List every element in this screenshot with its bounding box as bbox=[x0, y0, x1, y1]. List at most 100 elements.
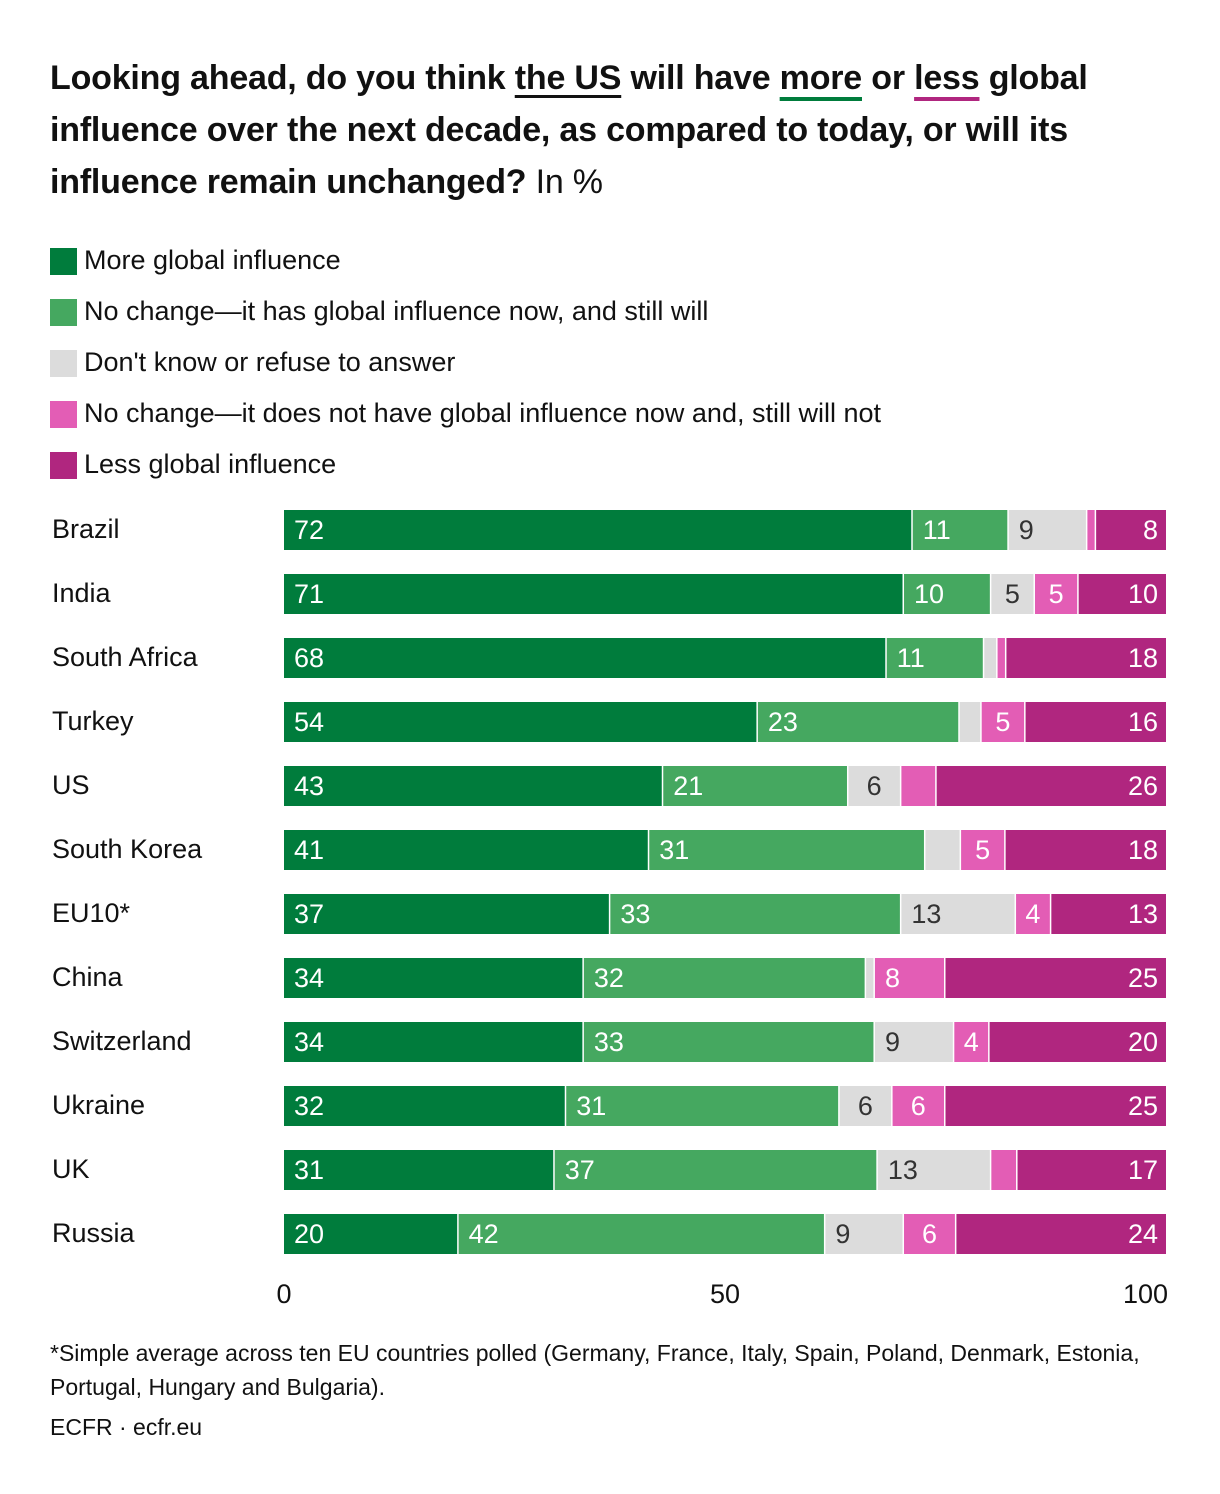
chart-title: Looking ahead, do you think the US will … bbox=[50, 52, 1180, 208]
title-us: the US bbox=[514, 59, 622, 97]
bar-brazil-no-change-has bbox=[912, 510, 1008, 550]
bar-south-africa-dont-know bbox=[984, 638, 997, 678]
title-unit: In % bbox=[526, 163, 603, 201]
bar-south-africa-more bbox=[284, 638, 886, 678]
bar-south-africa-no-change-not bbox=[997, 638, 1005, 678]
title-less: less bbox=[914, 59, 980, 97]
bar-russia-no-change-not bbox=[904, 1214, 955, 1254]
bar-china-more bbox=[284, 958, 583, 998]
legend-swatch-no-change-has bbox=[50, 299, 77, 326]
legend-label-no-change-has: No change—it has global influence now, a… bbox=[84, 296, 709, 326]
bar-russia-more bbox=[284, 1214, 458, 1254]
bar-turkey-less bbox=[1025, 702, 1166, 742]
bar-india-no-change-has bbox=[904, 574, 990, 614]
source-credit: ECFR · ecfr.eu bbox=[50, 1414, 203, 1440]
bar-us-less bbox=[936, 766, 1166, 806]
bar-south-africa-no-change-has bbox=[886, 638, 983, 678]
legend-swatch-less bbox=[50, 452, 77, 479]
data-label-india-less: 10 bbox=[1128, 579, 1158, 609]
data-label-uk-no-change-has: 37 bbox=[565, 1155, 595, 1185]
data-label-us-no-change-has: 21 bbox=[673, 771, 703, 801]
bar-eu10-no-change-not bbox=[1016, 894, 1050, 934]
data-label-russia-no-change-has: 42 bbox=[469, 1219, 499, 1249]
bar-switzerland-no-change-not bbox=[954, 1022, 989, 1062]
data-label-south-africa-more: 68 bbox=[294, 643, 324, 673]
data-label-south-africa-less: 18 bbox=[1128, 643, 1158, 673]
category-label-india: India bbox=[52, 578, 112, 608]
bar-south-africa-less bbox=[1006, 638, 1166, 678]
bar-south-korea-dont-know bbox=[925, 830, 960, 870]
data-label-us-less: 26 bbox=[1128, 771, 1158, 801]
legend-label-more: More global influence bbox=[84, 245, 341, 275]
data-label-india-no-change-not: 5 bbox=[1049, 579, 1064, 609]
category-label-turkey: Turkey bbox=[52, 706, 134, 736]
data-label-ukraine-dont-know: 6 bbox=[858, 1091, 873, 1121]
data-label-china-more: 34 bbox=[294, 963, 324, 993]
data-label-turkey-more: 54 bbox=[294, 707, 324, 737]
data-label-india-dont-know: 5 bbox=[1005, 579, 1020, 609]
bar-uk-less bbox=[1017, 1150, 1166, 1190]
bar-uk-no-change-has bbox=[554, 1150, 877, 1190]
bar-china-dont-know bbox=[866, 958, 874, 998]
data-label-us-dont-know: 6 bbox=[867, 771, 882, 801]
bar-india-more bbox=[284, 574, 903, 614]
category-label-us: US bbox=[52, 770, 90, 800]
bar-switzerland-dont-know bbox=[874, 1022, 953, 1062]
bar-turkey-no-change-has bbox=[757, 702, 959, 742]
bar-eu10-more bbox=[284, 894, 609, 934]
bar-us-dont-know bbox=[848, 766, 900, 806]
data-label-switzerland-dont-know: 9 bbox=[885, 1027, 900, 1057]
data-label-south-korea-less: 18 bbox=[1128, 835, 1158, 865]
x-tick-label-0: 0 bbox=[276, 1279, 291, 1309]
data-label-eu10-dont-know: 13 bbox=[911, 899, 941, 929]
data-label-china-no-change-not: 8 bbox=[885, 963, 900, 993]
data-label-turkey-no-change-has: 23 bbox=[768, 707, 798, 737]
category-label-uk: UK bbox=[52, 1154, 90, 1184]
bar-switzerland-less bbox=[989, 1022, 1166, 1062]
legend-swatch-no-change-not bbox=[50, 401, 77, 428]
title-part-2: will have bbox=[621, 59, 780, 97]
bar-china-less bbox=[945, 958, 1166, 998]
bar-uk-dont-know bbox=[877, 1150, 990, 1190]
category-label-russia: Russia bbox=[52, 1218, 136, 1248]
data-label-south-africa-no-change-has: 11 bbox=[897, 643, 925, 673]
data-label-india-no-change-has: 10 bbox=[914, 579, 944, 609]
bar-turkey-no-change-not bbox=[981, 702, 1025, 742]
data-label-russia-less: 24 bbox=[1128, 1219, 1158, 1249]
data-label-eu10-more: 37 bbox=[294, 899, 324, 929]
bar-uk-more bbox=[284, 1150, 554, 1190]
bar-china-no-change-has bbox=[583, 958, 865, 998]
bar-south-korea-more bbox=[284, 830, 648, 870]
bar-eu10-no-change-has bbox=[610, 894, 900, 934]
bar-india-no-change-not bbox=[1035, 574, 1078, 614]
data-label-turkey-less: 16 bbox=[1128, 707, 1158, 737]
bar-brazil-dont-know bbox=[1008, 510, 1086, 550]
bar-russia-less bbox=[956, 1214, 1166, 1254]
data-label-switzerland-more: 34 bbox=[294, 1027, 324, 1057]
title-part-1: Looking ahead, do you think bbox=[50, 59, 515, 97]
bar-turkey-dont-know bbox=[959, 702, 981, 742]
bar-switzerland-more bbox=[284, 1022, 583, 1062]
data-label-eu10-no-change-not: 4 bbox=[1025, 899, 1040, 929]
data-label-india-more: 71 bbox=[294, 579, 324, 609]
bar-uk-no-change-not bbox=[991, 1150, 1017, 1190]
bar-india-less bbox=[1078, 574, 1166, 614]
bar-russia-no-change-has bbox=[458, 1214, 824, 1254]
bar-ukraine-no-change-has bbox=[566, 1086, 839, 1126]
data-label-switzerland-no-change-not: 4 bbox=[964, 1027, 979, 1057]
bar-us-no-change-not bbox=[901, 766, 936, 806]
data-label-south-korea-no-change-not: 5 bbox=[975, 835, 990, 865]
data-label-brazil-more: 72 bbox=[294, 515, 324, 545]
category-label-ukraine: Ukraine bbox=[52, 1090, 145, 1120]
data-label-brazil-less: 8 bbox=[1143, 515, 1158, 545]
title-more: more bbox=[779, 59, 863, 97]
legend-swatch-more bbox=[50, 248, 77, 275]
data-label-eu10-no-change-has: 33 bbox=[620, 899, 650, 929]
data-label-south-korea-more: 41 bbox=[294, 835, 324, 865]
bar-ukraine-dont-know bbox=[839, 1086, 892, 1126]
bar-ukraine-less bbox=[945, 1086, 1166, 1126]
data-label-brazil-dont-know: 9 bbox=[1019, 515, 1034, 545]
bar-ukraine-no-change-not bbox=[892, 1086, 944, 1126]
bar-eu10-less bbox=[1051, 894, 1166, 934]
title-part-4: global influence over the next decade, a… bbox=[50, 59, 1088, 201]
